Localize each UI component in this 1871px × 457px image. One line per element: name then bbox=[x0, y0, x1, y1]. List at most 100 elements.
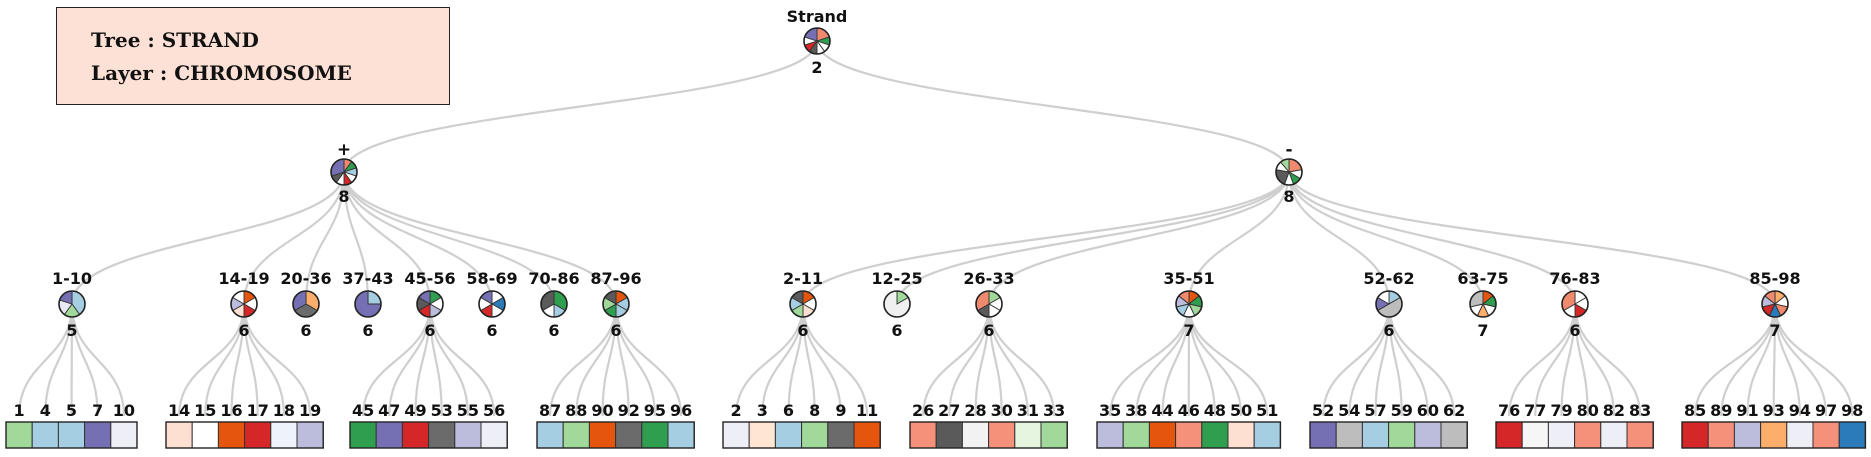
edge-group-to-cluster bbox=[342, 171, 556, 305]
root-node-pie[interactable] bbox=[803, 27, 831, 55]
leaf-cell-95[interactable] bbox=[641, 421, 669, 449]
leaf-cell-55[interactable] bbox=[454, 421, 482, 449]
leaf-cell-45[interactable] bbox=[349, 421, 377, 449]
leaf-cell-88[interactable] bbox=[562, 421, 590, 449]
leaf-cell-50[interactable] bbox=[1227, 421, 1255, 449]
leaf-label-38: 38 bbox=[1125, 401, 1147, 420]
leaf-cell-76[interactable] bbox=[1495, 421, 1523, 449]
leaf-cell-46[interactable] bbox=[1175, 421, 1203, 449]
leaf-label-4: 4 bbox=[40, 401, 51, 420]
cluster-node-pie-2-11[interactable] bbox=[789, 290, 817, 318]
leaf-cell-98[interactable] bbox=[1838, 421, 1866, 449]
cluster-node-pie-63-75[interactable] bbox=[1469, 290, 1497, 318]
pie-outline bbox=[478, 290, 506, 318]
cluster-count-14-19: 6 bbox=[238, 321, 249, 340]
leaf-cell-9[interactable] bbox=[827, 421, 855, 449]
leaf-cell-79[interactable] bbox=[1547, 421, 1576, 449]
leaf-cell-47[interactable] bbox=[375, 421, 403, 449]
leaf-cell-85[interactable] bbox=[1681, 421, 1709, 449]
cluster-count-70-86: 6 bbox=[548, 321, 559, 340]
leaf-cell-97[interactable] bbox=[1812, 421, 1840, 449]
leaf-cell-5[interactable] bbox=[57, 421, 86, 449]
cluster-node-pie-76-83[interactable] bbox=[1561, 290, 1589, 318]
leaf-cell-15[interactable] bbox=[191, 421, 219, 449]
leaf-cell-7[interactable] bbox=[84, 421, 112, 449]
edge-root-to-group bbox=[342, 40, 819, 173]
leaf-cell-48[interactable] bbox=[1201, 421, 1229, 449]
leaf-label-10: 10 bbox=[113, 401, 135, 420]
leaf-cell-26[interactable] bbox=[909, 421, 937, 449]
leaf-cell-18[interactable] bbox=[270, 421, 298, 449]
leaf-cell-6[interactable] bbox=[774, 421, 803, 449]
leaf-cell-80[interactable] bbox=[1574, 421, 1602, 449]
cluster-node-pie-52-62[interactable] bbox=[1375, 290, 1403, 318]
leaf-cell-33[interactable] bbox=[1040, 421, 1068, 449]
leaf-cell-94[interactable] bbox=[1786, 421, 1814, 449]
leaf-cell-60[interactable] bbox=[1414, 421, 1442, 449]
leaf-cell-52[interactable] bbox=[1309, 421, 1337, 449]
leaf-cell-1[interactable] bbox=[5, 421, 33, 449]
leaf-cell-11[interactable] bbox=[853, 421, 881, 449]
leaf-label-17: 17 bbox=[247, 401, 269, 420]
leaf-cell-54[interactable] bbox=[1335, 421, 1363, 449]
edge-cluster-to-leaf bbox=[362, 303, 432, 417]
leaf-cell-83[interactable] bbox=[1626, 421, 1654, 449]
cluster-node-pie-12-25[interactable] bbox=[883, 290, 911, 318]
leaf-cell-16[interactable] bbox=[217, 421, 246, 449]
leaf-cell-28[interactable] bbox=[961, 421, 990, 449]
leaf-cell-4[interactable] bbox=[31, 421, 59, 449]
leaf-label-50: 50 bbox=[1230, 401, 1252, 420]
cluster-node-pie-1-10[interactable] bbox=[58, 290, 86, 318]
edge-cluster-to-leaf bbox=[1534, 303, 1577, 417]
leaf-label-11: 11 bbox=[856, 401, 878, 420]
group-label: + bbox=[337, 140, 351, 160]
leaf-cell-30[interactable] bbox=[988, 421, 1016, 449]
cluster-count-20-36: 6 bbox=[300, 321, 311, 340]
leaf-box-frame bbox=[1495, 421, 1654, 449]
leaf-cell-96[interactable] bbox=[667, 421, 695, 449]
leaf-cell-44[interactable] bbox=[1148, 421, 1177, 449]
pie-outline bbox=[1375, 290, 1403, 318]
leaf-cell-89[interactable] bbox=[1707, 421, 1735, 449]
leaf-cell-90[interactable] bbox=[588, 421, 617, 449]
leaf-cell-56[interactable] bbox=[480, 421, 508, 449]
leaf-cell-2[interactable] bbox=[722, 421, 750, 449]
leaf-cell-91[interactable] bbox=[1733, 421, 1762, 449]
cluster-node-pie-14-19[interactable] bbox=[230, 290, 258, 318]
leaf-cell-31[interactable] bbox=[1014, 421, 1042, 449]
leaf-cell-59[interactable] bbox=[1388, 421, 1416, 449]
leaf-label-19: 19 bbox=[299, 401, 321, 420]
leaf-cell-38[interactable] bbox=[1122, 421, 1150, 449]
group-node-pie[interactable] bbox=[1275, 158, 1303, 186]
leaf-cell-93[interactable] bbox=[1760, 421, 1788, 449]
leaf-cell-87[interactable] bbox=[536, 421, 564, 449]
leaf-cell-49[interactable] bbox=[401, 421, 430, 449]
cluster-node-pie-87-96[interactable] bbox=[602, 290, 630, 318]
cluster-node-pie-37-43[interactable] bbox=[354, 290, 382, 318]
edge-group-to-cluster bbox=[242, 171, 346, 305]
cluster-node-pie-45-56[interactable] bbox=[416, 290, 444, 318]
leaf-cell-17[interactable] bbox=[244, 421, 272, 449]
leaf-cell-27[interactable] bbox=[935, 421, 963, 449]
leaf-cell-57[interactable] bbox=[1361, 421, 1390, 449]
cluster-node-pie-85-98[interactable] bbox=[1761, 290, 1789, 318]
cluster-node-pie-70-86[interactable] bbox=[540, 290, 568, 318]
leaf-cell-19[interactable] bbox=[296, 421, 324, 449]
leaf-label-98: 98 bbox=[1841, 401, 1863, 420]
leaf-cell-62[interactable] bbox=[1440, 421, 1468, 449]
leaf-cell-92[interactable] bbox=[615, 421, 643, 449]
leaf-cell-35[interactable] bbox=[1096, 421, 1124, 449]
cluster-node-pie-20-36[interactable] bbox=[292, 290, 320, 318]
leaf-cell-14[interactable] bbox=[165, 421, 193, 449]
leaf-cell-82[interactable] bbox=[1600, 421, 1628, 449]
leaf-cell-51[interactable] bbox=[1253, 421, 1281, 449]
leaf-cell-77[interactable] bbox=[1521, 421, 1549, 449]
leaf-cell-8[interactable] bbox=[801, 421, 829, 449]
leaf-cell-3[interactable] bbox=[748, 421, 776, 449]
leaf-cell-53[interactable] bbox=[428, 421, 456, 449]
group-node-pie[interactable] bbox=[330, 158, 358, 186]
cluster-node-pie-58-69[interactable] bbox=[478, 290, 506, 318]
leaf-cell-10[interactable] bbox=[110, 421, 138, 449]
cluster-node-pie-26-33[interactable] bbox=[975, 290, 1003, 318]
cluster-node-pie-35-51[interactable] bbox=[1175, 290, 1203, 318]
